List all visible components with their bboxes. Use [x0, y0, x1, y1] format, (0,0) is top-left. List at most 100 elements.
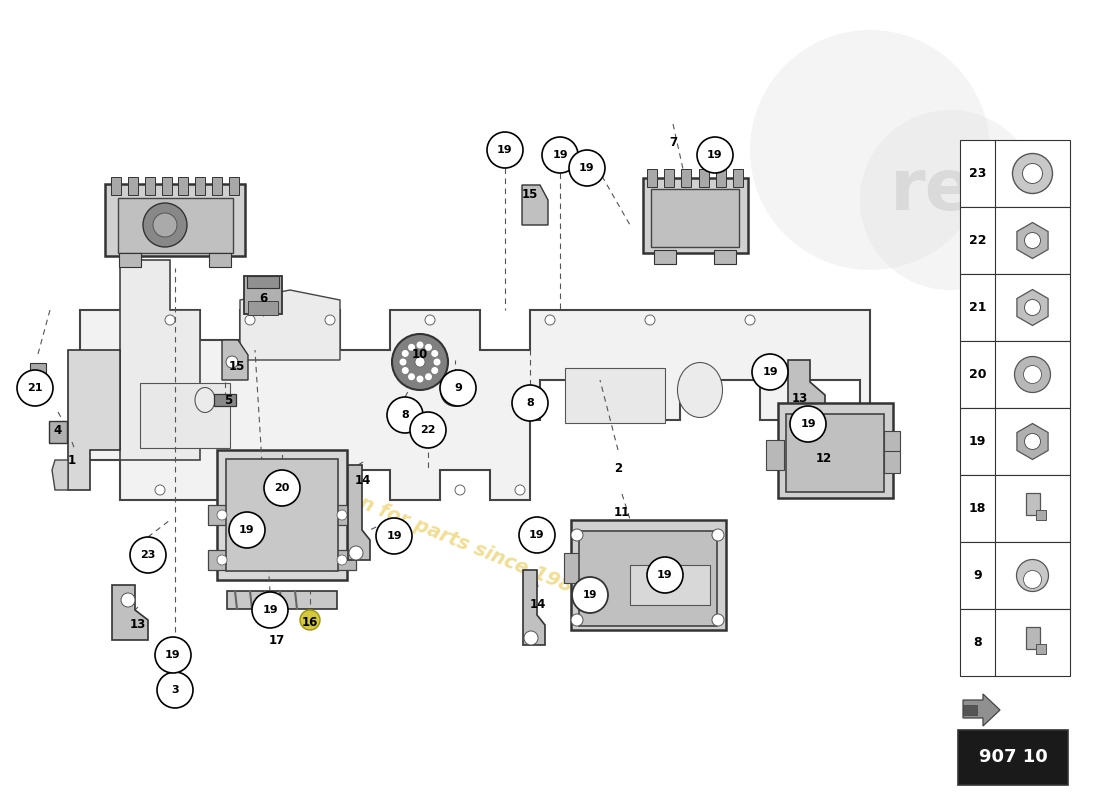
Circle shape — [524, 631, 538, 645]
Text: 19: 19 — [386, 531, 402, 541]
Text: 2: 2 — [614, 462, 623, 474]
Text: 8: 8 — [974, 636, 982, 649]
Bar — [698, 169, 708, 187]
Circle shape — [417, 342, 424, 349]
Text: 19: 19 — [239, 525, 255, 535]
Bar — [217, 450, 346, 580]
Bar — [960, 274, 1070, 341]
Circle shape — [337, 510, 346, 520]
Text: 21: 21 — [969, 301, 987, 314]
Circle shape — [515, 485, 525, 495]
Bar — [778, 402, 892, 498]
Text: 14: 14 — [355, 474, 371, 486]
Polygon shape — [788, 360, 825, 415]
Bar — [630, 565, 710, 605]
Text: 20: 20 — [274, 483, 289, 493]
Polygon shape — [222, 340, 248, 380]
Bar — [716, 169, 726, 187]
Circle shape — [217, 555, 227, 565]
Text: 10: 10 — [411, 349, 428, 362]
Circle shape — [431, 367, 438, 374]
Circle shape — [431, 350, 438, 357]
Bar — [1025, 493, 1040, 514]
Circle shape — [1024, 233, 1041, 249]
Bar — [766, 440, 784, 470]
Ellipse shape — [678, 362, 723, 418]
Bar — [145, 177, 155, 195]
Circle shape — [349, 546, 363, 560]
Text: 13: 13 — [792, 391, 808, 405]
Bar — [958, 730, 1068, 785]
Bar — [226, 459, 338, 571]
Text: 23: 23 — [141, 550, 156, 560]
Bar — [664, 169, 674, 187]
Polygon shape — [68, 350, 120, 490]
Circle shape — [647, 557, 683, 593]
Circle shape — [387, 397, 424, 433]
Polygon shape — [1016, 222, 1048, 258]
Text: 19: 19 — [552, 150, 568, 160]
Circle shape — [425, 315, 435, 325]
Bar — [786, 414, 884, 492]
Circle shape — [519, 517, 556, 553]
Bar — [960, 207, 1070, 274]
Polygon shape — [348, 465, 370, 560]
Circle shape — [252, 592, 288, 628]
Bar — [962, 705, 977, 715]
Text: 11: 11 — [614, 506, 630, 518]
Polygon shape — [120, 260, 200, 460]
Circle shape — [300, 610, 320, 630]
Text: 3: 3 — [172, 685, 179, 695]
Text: 19: 19 — [583, 590, 597, 600]
Circle shape — [157, 672, 192, 708]
Circle shape — [324, 315, 336, 325]
Polygon shape — [240, 290, 340, 360]
Bar — [1035, 643, 1045, 654]
Circle shape — [121, 593, 135, 607]
Circle shape — [399, 358, 407, 366]
Bar — [140, 382, 230, 447]
Text: 18: 18 — [969, 502, 987, 515]
Circle shape — [402, 350, 409, 357]
Circle shape — [143, 203, 187, 247]
Bar — [248, 276, 279, 288]
Circle shape — [544, 315, 556, 325]
Bar — [565, 367, 666, 422]
Bar — [178, 177, 188, 195]
Bar — [328, 550, 356, 570]
Circle shape — [860, 110, 1040, 290]
Bar — [571, 520, 726, 630]
Bar — [111, 177, 121, 195]
Bar — [30, 363, 46, 381]
Circle shape — [448, 385, 462, 399]
Polygon shape — [522, 185, 548, 225]
Ellipse shape — [195, 387, 214, 413]
Text: 7: 7 — [669, 135, 678, 149]
Circle shape — [433, 358, 440, 366]
Text: 6: 6 — [258, 291, 267, 305]
Polygon shape — [962, 694, 1000, 726]
Text: 19: 19 — [580, 163, 595, 173]
Circle shape — [155, 485, 165, 495]
Bar — [244, 276, 282, 314]
Bar — [960, 408, 1070, 475]
Bar — [960, 140, 1070, 207]
Circle shape — [417, 375, 424, 382]
Bar — [733, 169, 742, 187]
Text: 21: 21 — [28, 383, 43, 393]
Text: 12: 12 — [816, 451, 832, 465]
Bar — [681, 169, 692, 187]
Bar — [118, 198, 232, 253]
Polygon shape — [522, 570, 544, 645]
Circle shape — [155, 637, 191, 673]
Bar — [208, 505, 236, 525]
Text: 19: 19 — [165, 650, 180, 660]
Circle shape — [425, 344, 432, 350]
Bar — [209, 253, 231, 267]
Text: 19: 19 — [657, 570, 673, 580]
Circle shape — [512, 385, 548, 421]
Bar — [50, 421, 67, 443]
Circle shape — [410, 412, 446, 448]
Text: 19: 19 — [800, 419, 816, 429]
Polygon shape — [112, 585, 148, 640]
